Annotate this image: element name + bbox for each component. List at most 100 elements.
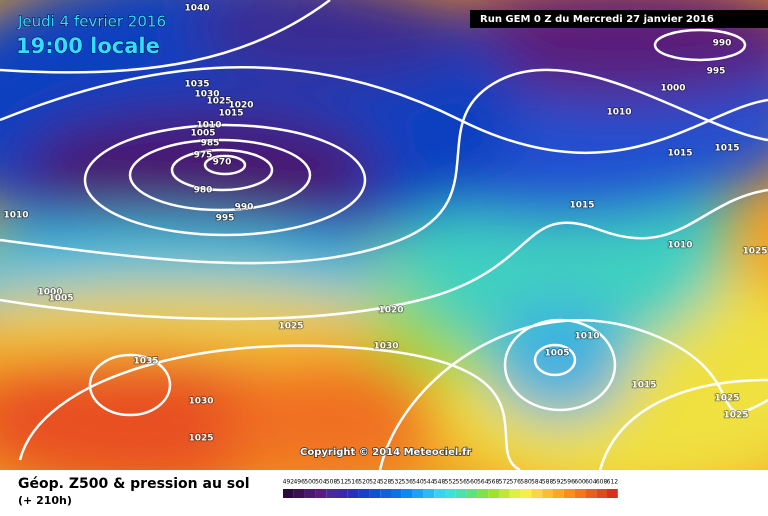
isobar-label: 1015 (714, 144, 739, 154)
scale-swatch (466, 489, 478, 498)
isobar-label: 1015 (218, 109, 243, 119)
isobar-label: 1010 (196, 121, 221, 131)
isobar-label: 1015 (569, 201, 594, 211)
scale-label: 532 (391, 479, 403, 486)
scale-swatch (574, 489, 586, 498)
scale-swatch (596, 489, 607, 498)
isobar-label: 1005 (544, 349, 569, 359)
footer-title: Géop. Z500 & pression au sol (18, 476, 250, 492)
date: Jeudi 4 fevrier 2016 (17, 13, 166, 31)
isobar-label: 1015 (667, 149, 692, 159)
scale-label: 492 (283, 479, 295, 486)
scale-swatch (542, 489, 553, 498)
scale-label: 552 (445, 479, 457, 486)
scale-label: 576 (509, 479, 521, 486)
isobar-label: 1035 (184, 80, 209, 90)
scale-label: 584 (531, 479, 543, 486)
scale-swatch (531, 489, 543, 498)
run-box (470, 10, 768, 28)
isobar-label: 1010 (667, 241, 692, 251)
isobar-label: 1025 (714, 394, 739, 404)
scale-label: 528 (380, 479, 392, 486)
isobar-label: 1010 (606, 108, 631, 118)
scale-label: 496 (293, 479, 305, 486)
isobar-label: 1015 (631, 381, 656, 391)
isobar-label: 995 (707, 67, 726, 77)
scale-swatch (337, 489, 348, 498)
scale-label: 524 (369, 479, 381, 486)
scale-label: 572 (499, 479, 511, 486)
scale-swatch (380, 489, 391, 498)
scale-swatch (477, 489, 489, 498)
scale-label: 596 (563, 479, 575, 486)
isobar-label: 990 (713, 39, 732, 49)
scale-label: 500 (304, 479, 316, 486)
isobar-label: 1010 (574, 332, 599, 342)
scale-label: 544 (423, 479, 435, 486)
scale-label: 504 (315, 479, 327, 486)
run: Run GEM 0 Z du Mercredi 27 janvier 2016 (480, 14, 714, 25)
isobar-label: 1040 (184, 4, 209, 14)
scale-label: 508 (326, 479, 338, 486)
scale-swatch (326, 489, 337, 498)
scale-swatch (283, 489, 294, 498)
scale-swatch (499, 489, 510, 498)
scale-label: 556 (455, 479, 467, 486)
scale-label: 536 (401, 479, 413, 486)
color-scale: 492 496 500 504 508 512 516 520 524 528 532 536 540 5… (283, 479, 619, 498)
isobar-label: 1035 (133, 357, 158, 367)
isobar-label: 1030 (188, 397, 213, 407)
field (0, 0, 768, 470)
scale-label: 512 (337, 479, 349, 486)
isobar-label: 1010 (3, 211, 28, 221)
scale-label: 540 (412, 479, 424, 486)
scale-label: 560 (466, 479, 478, 486)
isobar-label: 1000 (660, 84, 685, 94)
isobar-label: 990 (235, 203, 254, 213)
isobar-label: 1005 (48, 294, 73, 304)
isobar-label: 1030 (194, 90, 219, 100)
isobar-label: 975 (194, 151, 213, 161)
scale-swatch (304, 489, 316, 498)
scale-label: 516 (347, 479, 359, 486)
scale-label: 580 (520, 479, 532, 486)
isobar-label: 980 (194, 186, 213, 196)
scale-swatch (520, 489, 532, 498)
scale-swatch (553, 489, 564, 498)
copyright: Copyright © 2014 Meteociel.fr (300, 447, 471, 458)
isobar-label: 1020 (228, 101, 253, 111)
scale-swatch (488, 489, 499, 498)
scale-label: 612 (607, 479, 619, 486)
scale-swatch (585, 489, 597, 498)
scale-label: 588 (542, 479, 554, 486)
scale-swatch (434, 489, 445, 498)
scale-swatch (423, 489, 435, 498)
isobar-label: 1020 (378, 306, 403, 316)
scale-swatch (391, 489, 402, 498)
isobar-label: 985 (201, 139, 220, 149)
scale-swatch (412, 489, 424, 498)
isobar-label: 1025 (742, 247, 767, 257)
scale-label: 548 (434, 479, 446, 486)
scale-label: 520 (358, 479, 370, 486)
isobar-label: 1005 (190, 129, 215, 139)
isobar-label: 1025 (188, 434, 213, 444)
scale-swatch (607, 489, 618, 498)
scale-label: 608 (596, 479, 608, 486)
scale-label: 604 (585, 479, 597, 486)
scale-label: 600 (574, 479, 586, 486)
scale-label: 568 (488, 479, 500, 486)
scale-swatch (445, 489, 456, 498)
scale-swatch (509, 489, 521, 498)
scale-swatch (358, 489, 370, 498)
scale-swatch (563, 489, 575, 498)
footer-lead: (+ 210h) (18, 494, 72, 507)
isobar-label: 995 (216, 214, 235, 224)
isobar-label: 1030 (373, 342, 398, 352)
scale-swatch (315, 489, 327, 498)
scale-label: 592 (553, 479, 565, 486)
isobar-label: 1025 (723, 411, 748, 421)
scale-swatch (455, 489, 467, 498)
